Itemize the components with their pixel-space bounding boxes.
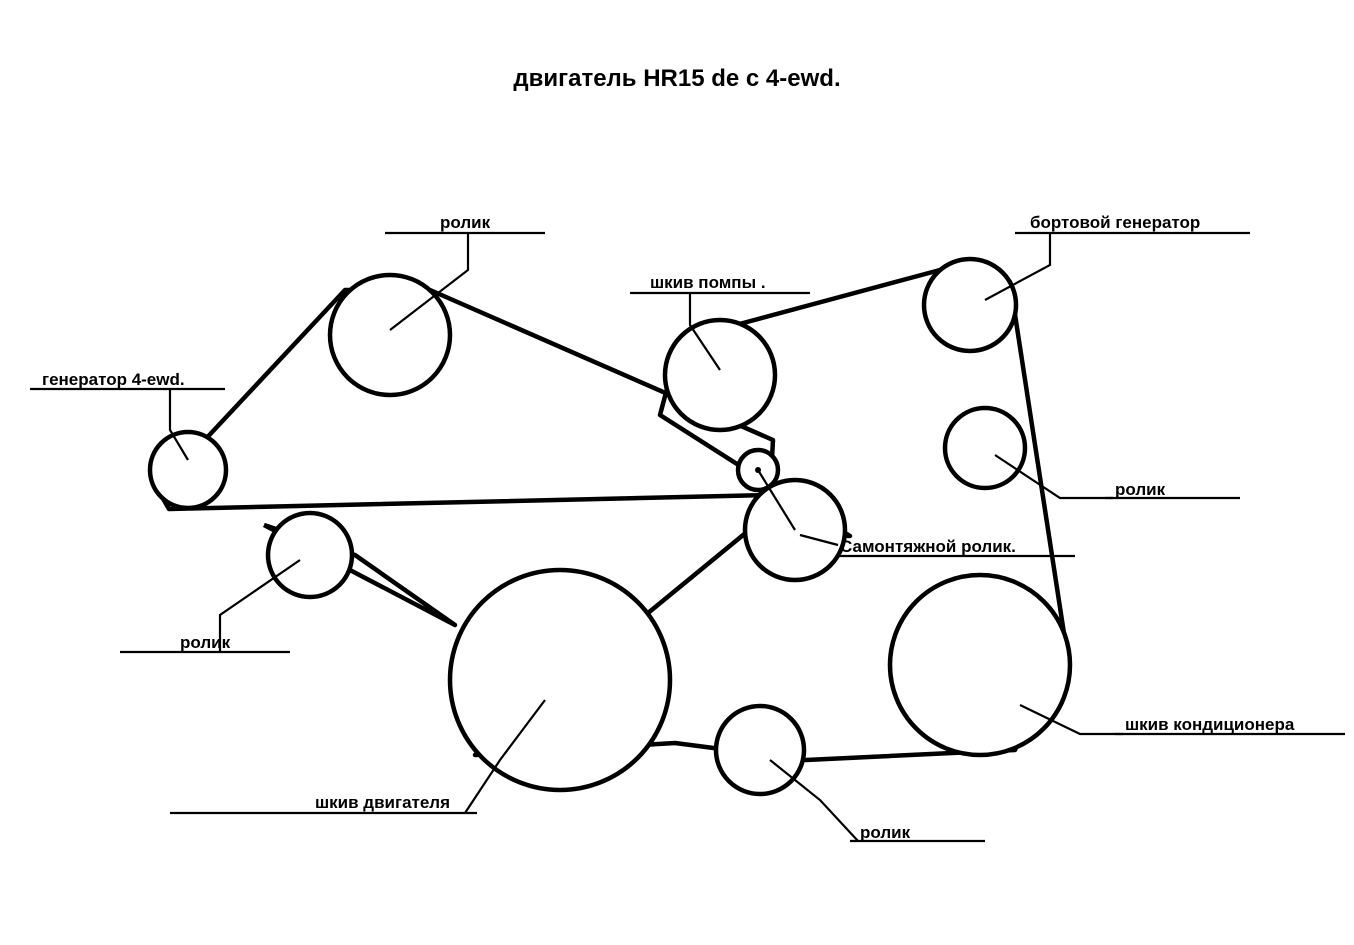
pulley-roller_right: [945, 408, 1025, 488]
pulley-alternator: [924, 259, 1016, 351]
diagram-title: двигатель HR15 de с 4-ewd.: [0, 65, 1354, 93]
label-title_gen4ewd: генератор 4-ewd.: [42, 370, 185, 390]
label-title_roller_top: ролик: [440, 213, 490, 233]
pulley-gen4ewd: [150, 432, 226, 508]
label-title_crank: шкив двигателя: [315, 793, 450, 813]
pulley-roller_left: [268, 513, 352, 597]
label-title_roller_l: ролик: [180, 633, 230, 653]
label-title_tension: Самонтяжной ролик.: [840, 537, 1016, 557]
label-title_roller_b: ролик: [860, 823, 910, 843]
label-title_ac: шкив кондиционера: [1125, 715, 1294, 735]
belt-diagram: [0, 0, 1354, 945]
label-title_pump: шкив помпы .: [650, 273, 766, 293]
pulley-roller_top: [330, 275, 450, 395]
pulley-crank: [450, 570, 670, 790]
label-title_roller_r: ролик: [1115, 480, 1165, 500]
pulley-ac: [890, 575, 1070, 755]
label-title_alt: бортовой генератор: [1030, 213, 1200, 233]
pulley-roller_bottom: [716, 706, 804, 794]
pulley-pump: [665, 320, 775, 430]
